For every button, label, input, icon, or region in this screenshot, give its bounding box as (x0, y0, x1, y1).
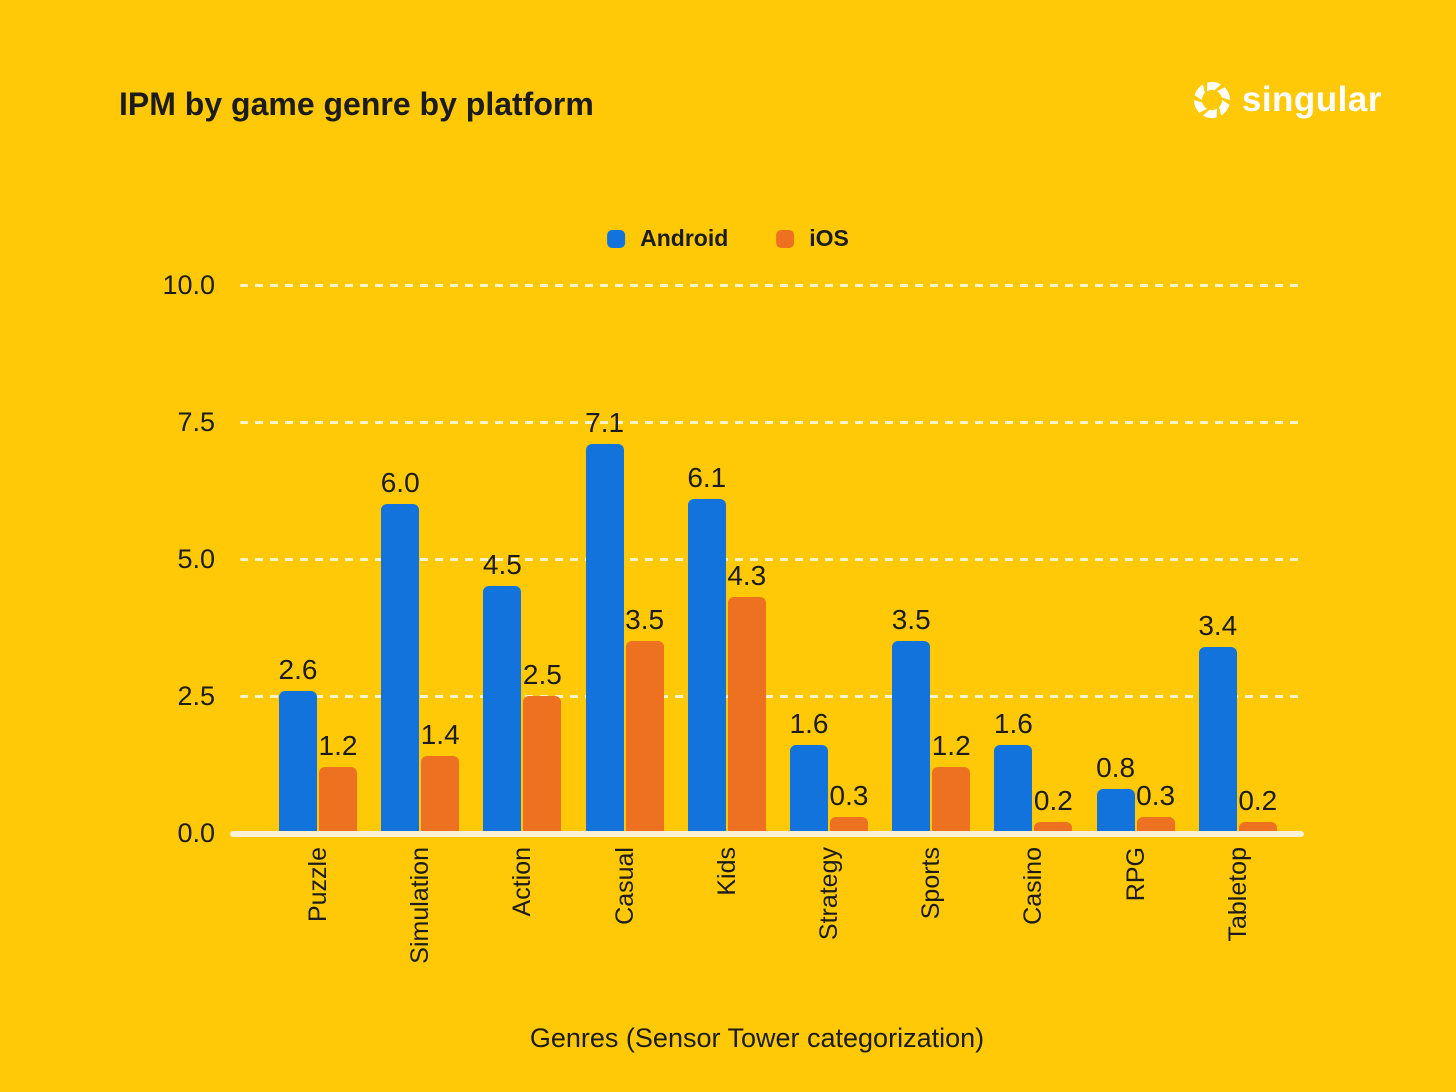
y-tick-label-10.0: 10.0 (162, 270, 215, 300)
plot-area: 2.6 1.2 6.0 1.4 4.5 2.5 7.1 3.5 6.1 4.3 1.6 0.3 3.5 1… (230, 284, 1300, 833)
bar-android-simulation (381, 504, 420, 833)
value-label-ios-strategy: 0.3 (829, 779, 869, 811)
ios-legend-label: iOS (809, 225, 849, 251)
bar-ios-simulation (421, 756, 460, 833)
value-label-ios-casino: 0.2 (1033, 785, 1073, 817)
bar-ios-rpg (1136, 816, 1175, 833)
legend: Android iOS (607, 225, 849, 252)
value-label-android-simulation: 6.0 (380, 467, 420, 499)
gridline-5.0 (240, 558, 1300, 561)
value-label-ios-action: 2.5 (522, 659, 562, 690)
y-axis-labels: 0.0 2.5 5.0 7.5 10.0 (95, 270, 215, 848)
x-axis-line (230, 831, 1304, 837)
y-tick-label-7.5: 7.5 (177, 407, 215, 437)
value-label-android-action: 4.5 (482, 549, 522, 581)
x-tick-label-strategy: Strategy (815, 847, 843, 941)
x-tick-label-action: Action (508, 847, 537, 917)
android-legend-swatch (607, 229, 626, 248)
bar-ios-action (523, 696, 562, 833)
gridline-7.5 (240, 421, 1300, 424)
shutter-aperture-icon (1191, 80, 1232, 120)
value-label-ios-casual: 3.5 (625, 604, 665, 636)
bar-ios-casual (625, 641, 664, 833)
android-legend-label: Android (640, 225, 729, 251)
bar-ios-casino (1034, 822, 1073, 833)
value-label-android-rpg: 0.8 (1096, 752, 1136, 784)
value-label-ios-puzzle: 1.2 (318, 730, 358, 762)
value-label-ios-rpg: 0.3 (1136, 779, 1176, 811)
bar-android-puzzle (279, 690, 317, 833)
bar-ios-puzzle (319, 767, 357, 833)
bar-android-casual (585, 443, 624, 833)
x-axis-title: Genres (Sensor Tower categorization) (529, 1023, 985, 1053)
bar-android-sports (892, 641, 931, 833)
bar-ios-strategy (830, 816, 868, 833)
y-tick-label-2.5: 2.5 (177, 681, 215, 711)
value-label-ios-simulation: 1.4 (420, 719, 460, 751)
x-tick-label-sports: Sports (917, 847, 946, 920)
x-tick-label-simulation: Simulation (406, 847, 435, 964)
value-label-android-casino: 1.6 (993, 708, 1033, 740)
x-tick-label-tabletop: Tabletop (1223, 847, 1252, 942)
singular-logo-text: singular (1241, 80, 1382, 119)
gridline-2.5 (240, 695, 1300, 698)
bar-android-casino (994, 745, 1033, 833)
ios-legend-swatch (776, 229, 795, 248)
bar-android-rpg (1096, 789, 1135, 833)
bar-android-action (483, 586, 522, 833)
x-tick-label-casino: Casino (1019, 847, 1048, 925)
value-label-android-tabletop: 3.4 (1198, 609, 1238, 641)
singular-logo: singular (1191, 80, 1382, 120)
bar-ios-tabletop (1238, 822, 1277, 833)
y-tick-label-0.0: 0.0 (177, 818, 215, 848)
bar-android-tabletop (1198, 646, 1237, 833)
value-label-android-strategy: 1.6 (789, 708, 829, 740)
bar-android-strategy (790, 745, 828, 833)
value-label-android-kids: 6.1 (687, 461, 727, 493)
x-tick-label-kids: Kids (712, 847, 741, 896)
value-label-ios-sports: 1.2 (931, 730, 971, 762)
page-title: IPM by game genre by platform (119, 86, 594, 122)
bar-android-kids (687, 498, 726, 833)
value-label-android-puzzle: 2.6 (278, 653, 318, 685)
value-label-android-sports: 3.5 (891, 604, 931, 636)
value-label-android-casual: 7.1 (585, 406, 625, 438)
bar-ios-sports (932, 767, 971, 833)
legend-item-android: Android (607, 225, 728, 252)
value-label-ios-tabletop: 0.2 (1238, 785, 1278, 817)
x-tick-label-casual: Casual (610, 847, 639, 925)
bar-ios-kids (727, 597, 766, 833)
value-label-ios-kids: 4.3 (727, 560, 767, 592)
legend-item-ios: iOS (776, 225, 849, 252)
gridline-10.0 (240, 284, 1300, 287)
x-tick-label-rpg: RPG (1121, 847, 1150, 902)
y-tick-label-5.0: 5.0 (177, 544, 215, 574)
x-tick-label-puzzle: Puzzle (304, 847, 332, 923)
